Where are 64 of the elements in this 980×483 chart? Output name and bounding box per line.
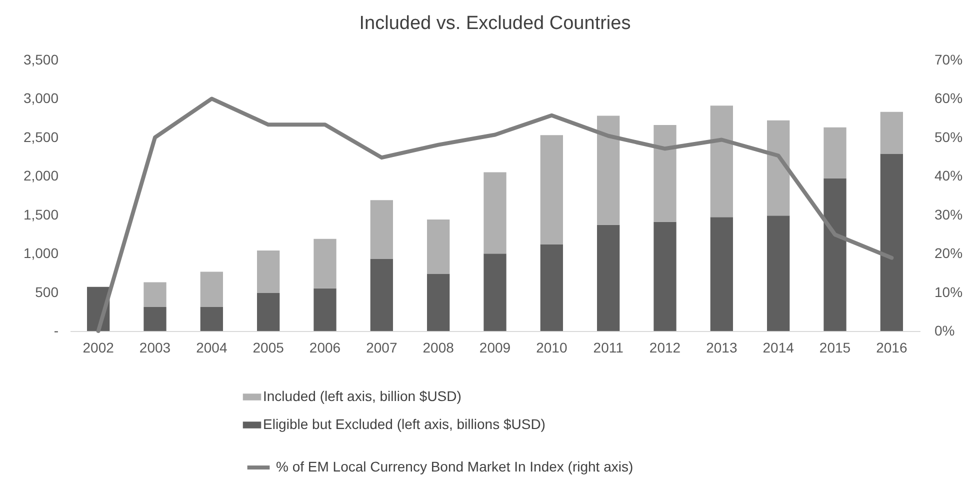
x-tick-label: 2002 [82,340,114,356]
bar [654,222,676,331]
x-tick-label: 2012 [649,340,681,356]
bar [427,220,450,274]
bar [427,274,450,331]
x-tick-label: 2016 [876,340,908,356]
x-tick-label: 2009 [479,340,511,356]
x-tick-label: 2014 [762,340,794,356]
bar [710,217,733,331]
bar [654,125,676,222]
bar [710,106,733,218]
x-tick-label: 2003 [139,340,171,356]
bar [880,112,903,154]
x-tick-label: 2011 [593,340,624,356]
bar [257,293,280,331]
x-tick-label: 2006 [309,340,341,356]
y-tick-label: 1,500 [23,206,59,222]
legend-label: % of EM Local Currency Bond Market In Index (right axis) [276,458,634,474]
y-tick-label: 2,000 [23,168,59,184]
y2-tick-label: 60% [934,90,963,106]
y2-tick-label: 40% [934,168,963,184]
bar [597,116,620,225]
y-tick-label: - [54,322,59,338]
y2-tick-label: 70% [934,52,963,68]
bar [484,172,506,254]
bar [314,288,336,331]
line-series [96,96,894,333]
bar [540,135,563,244]
y2-tick-label: 20% [934,245,963,262]
y2-tick-label: 0% [934,322,955,338]
bar [824,178,846,331]
bar [257,250,280,294]
legend-label: Eligible but Excluded (left axis, billions $USD) [263,416,546,432]
bar [144,306,166,331]
chart-title: Included vs. Excluded Countries [359,13,631,34]
x-tick-label: 2015 [819,340,851,356]
x-tick-label: 2008 [422,340,454,356]
bar [540,244,563,331]
bar [597,224,620,331]
bar [200,272,223,307]
y-tick-label: 500 [35,284,59,300]
y-tick-label: 3,000 [23,90,59,106]
bar [880,154,903,331]
y2-tick-label: 10% [934,284,963,300]
x-tick-label: 2004 [196,340,228,356]
y-tick-label: 1,000 [23,245,59,262]
y-tick-label: 2,500 [23,128,59,145]
bar [824,127,846,178]
y-tick-label: 3,500 [23,52,59,68]
bar [484,254,506,331]
x-tick-label: 2005 [252,340,284,356]
bar [370,200,393,259]
x-tick-label: 2013 [706,340,738,356]
legend-label: Included (left axis, billion $USD) [263,388,462,404]
x-tick-label: 2010 [536,340,568,356]
bar [144,282,166,307]
bar [200,306,223,331]
bar [370,258,393,331]
x-tick-label: 2007 [366,340,398,356]
y2-tick-label: 30% [934,206,963,222]
y2-tick-label: 50% [934,128,963,145]
bar [767,120,790,216]
bar [767,216,790,331]
bar [314,238,336,288]
